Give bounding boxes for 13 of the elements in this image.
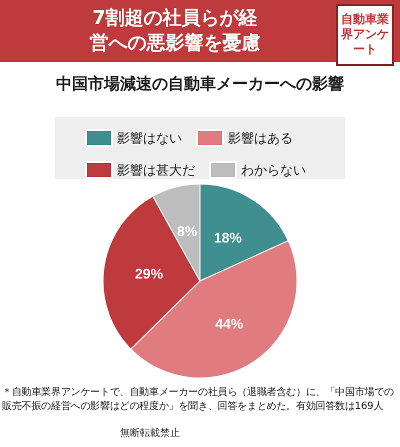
legend-label: 影響はない (117, 130, 182, 146)
data-label: 44% (215, 315, 244, 332)
data-label: 18% (214, 230, 242, 246)
clipboard-icon: 自動車業界アンケート (336, 4, 394, 66)
legend-label: 影響はある (228, 130, 293, 146)
data-label: 29% (135, 266, 164, 282)
legend-label: 影響は甚大だ (117, 162, 195, 178)
data-label: 8% (176, 223, 198, 240)
chart-title: 7割超の社員らが経営への悪影響を憂慮 (88, 6, 262, 56)
legend-label: わからない (241, 162, 306, 178)
chart-subtitle: 中国市場減速の自動車メーカーへの影響 (55, 74, 345, 95)
text: 無断転載禁止 (120, 426, 180, 440)
text: ＊自動車業界アンケートで、自動車メーカーの社員ら（退職者含む）に、「中国市場での販売不振の経営への影響はどの程度か」を聞き、回答をまとめた。有効回答数は169人 (2, 386, 396, 414)
